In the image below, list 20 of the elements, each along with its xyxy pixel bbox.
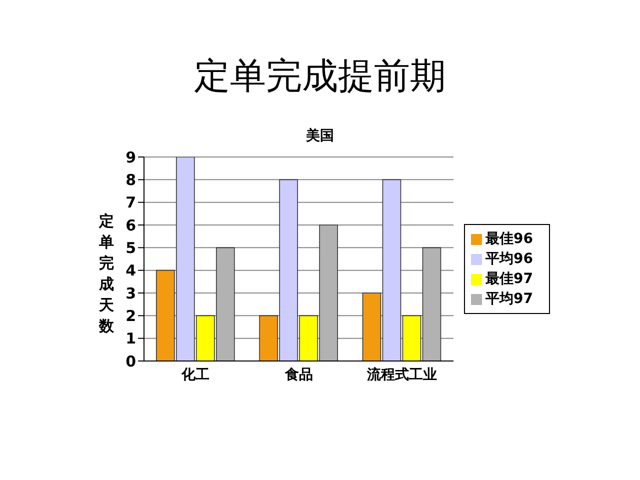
legend-label: 最佳96 <box>486 231 533 247</box>
chart-title: 定单完成提前期 <box>193 55 447 99</box>
y-tick-label: 0 <box>126 352 136 370</box>
x-tick-label: 流程式工业 <box>366 366 437 383</box>
y-tick-label: 9 <box>126 148 136 166</box>
y-tick-label: 8 <box>126 170 136 189</box>
legend-label: 平均97 <box>486 291 533 307</box>
y-tick-label: 3 <box>126 284 136 302</box>
y-tick-label: 6 <box>126 216 136 234</box>
x-tick-label: 食品 <box>284 366 313 383</box>
legend-label: 最佳97 <box>486 271 533 287</box>
y-tick-label: 1 <box>126 330 136 348</box>
y-tick-label: 5 <box>126 238 136 257</box>
y-tick-label: 4 <box>126 262 136 280</box>
legend-label: 平均96 <box>486 251 533 267</box>
chart-subtitle: 美国 <box>304 127 335 145</box>
x-tick-label: 化工 <box>180 366 210 383</box>
y-tick-label: 2 <box>126 306 136 325</box>
y-axis-title: 定单完成天数 <box>99 211 114 337</box>
y-tick-label: 7 <box>126 194 136 212</box>
